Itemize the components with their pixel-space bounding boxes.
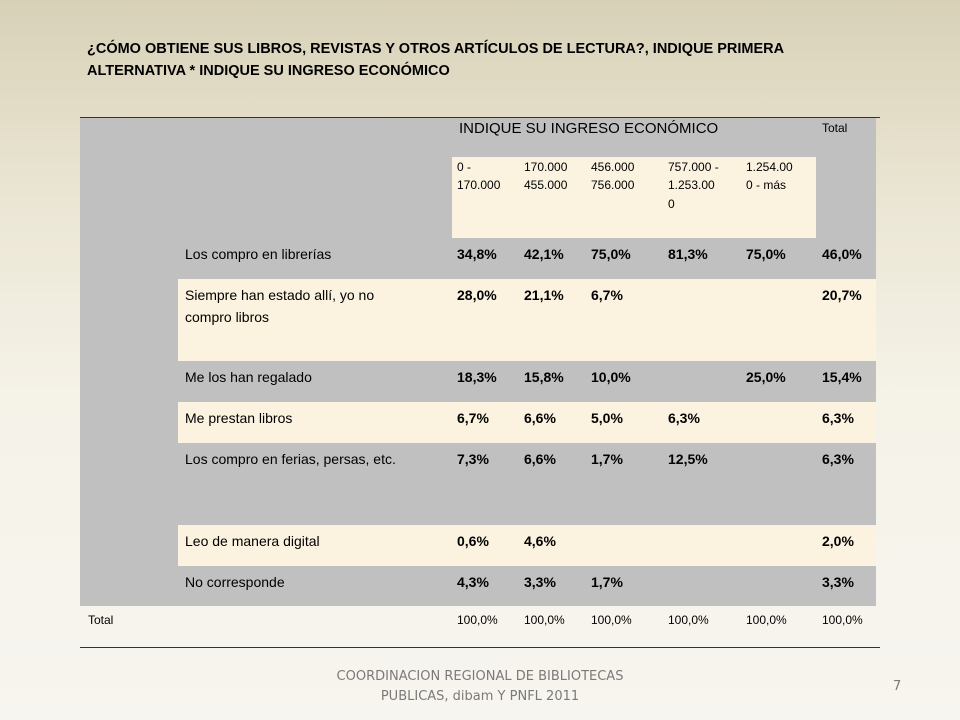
footer-line-2: PUBLICAS, dibam Y PNFL 2011: [380, 689, 580, 704]
table-cell: 21,1%: [524, 287, 564, 303]
income-column-header: 455.000: [524, 178, 568, 192]
total-row-cell: 100,0%: [457, 613, 498, 627]
table-cell: 28,0%: [457, 287, 497, 303]
row-label: Leo de manera digital: [185, 533, 320, 549]
table-cell: 75,0%: [591, 246, 631, 262]
income-column-header: 0 - más: [746, 178, 787, 192]
table-cell: 81,3%: [668, 246, 708, 262]
table-top-rule: [80, 117, 880, 118]
row-total-cell: 15,4%: [822, 369, 862, 385]
income-column-header: 170.000: [524, 160, 568, 174]
table-cell: 0,6%: [457, 533, 489, 549]
row-total-cell: 46,0%: [822, 246, 862, 262]
income-column-header: 170.000: [457, 178, 501, 192]
row-label: Siempre han estado allí, yo no: [185, 287, 375, 303]
income-column-header: 1.253.00: [668, 178, 715, 192]
slide-title-line-1: ¿CÓMO OBTIENE SUS LIBROS, REVISTAS Y OTR…: [87, 41, 785, 57]
table-bottom-rule: [80, 647, 880, 648]
table-row: [178, 525, 876, 566]
total-row-cell: 100,0%: [668, 613, 709, 627]
income-group-header: INDIQUE SU INGRESO ECONÓMICO: [459, 120, 719, 137]
table-row: [178, 566, 876, 606]
table-row: [178, 443, 876, 525]
table-cell: 3,3%: [524, 574, 556, 590]
row-label: No corresponde: [185, 574, 285, 590]
table-cell: 4,6%: [524, 533, 556, 549]
table-cell: 42,1%: [524, 246, 564, 262]
income-column-header: 756.000: [591, 178, 635, 192]
table-cell: 15,8%: [524, 369, 564, 385]
row-total-cell: 20,7%: [822, 287, 862, 303]
table-row: [178, 402, 876, 443]
income-column-header: 0 -: [457, 160, 472, 174]
table-cell: 7,3%: [457, 451, 489, 467]
slide-title: ¿CÓMO OBTIENE SUS LIBROS, REVISTAS Y OTR…: [87, 38, 887, 82]
table-row: [178, 361, 876, 402]
total-row-cell: 100,0%: [591, 613, 632, 627]
row-total-cell: 6,3%: [822, 451, 854, 467]
row-stub-column: [80, 238, 178, 606]
row-total-cell: 2,0%: [822, 533, 854, 549]
table-cell: 6,3%: [668, 410, 700, 426]
row-total-cell: 6,3%: [822, 410, 854, 426]
table-cell: 12,5%: [668, 451, 708, 467]
table-cell: 18,3%: [457, 369, 497, 385]
income-column-header: 1.254.00: [746, 160, 793, 174]
row-label-continued: compro libros: [185, 309, 270, 325]
row-label: Los compro en librerías: [185, 246, 332, 262]
table-cell: 1,7%: [591, 574, 623, 590]
footer: COORDINACION REGIONAL DE BIBLIOTECAS PUB…: [300, 667, 660, 707]
total-row-cell: 100,0%: [746, 613, 787, 627]
footer-line-1: COORDINACION REGIONAL DE BIBLIOTECAS: [336, 669, 624, 684]
row-total-cell: 3,3%: [822, 574, 854, 590]
row-label: Los compro en ferias, persas, etc.: [185, 451, 396, 467]
table-cell: 6,7%: [591, 287, 623, 303]
table-cell: 6,6%: [524, 410, 556, 426]
total-row-label: Total: [88, 613, 114, 627]
income-column-header: 456.000: [591, 160, 635, 174]
table-cell: 75,0%: [746, 246, 786, 262]
table-cell: 4,3%: [457, 574, 489, 590]
income-columns-header-bg: [452, 157, 816, 238]
table-cell: 25,0%: [746, 369, 786, 385]
total-row-cell: 100,0%: [524, 613, 565, 627]
table-cell: 6,6%: [524, 451, 556, 467]
grand-total-cell: 100,0%: [822, 613, 863, 627]
table-cell: 6,7%: [457, 410, 489, 426]
table-cell: 5,0%: [591, 410, 623, 426]
table-cell: 10,0%: [591, 369, 631, 385]
slide-title-line-2: ALTERNATIVA * INDIQUE SU INGRESO ECONÓMI…: [87, 63, 450, 79]
row-label: Me prestan libros: [185, 410, 293, 426]
total-column-header: Total: [822, 121, 848, 135]
row-label: Me los han regalado: [185, 369, 312, 385]
income-column-header: 0: [668, 197, 675, 211]
table-row: [178, 279, 876, 361]
income-column-header: 757.000 -: [668, 160, 719, 174]
page-number: 7: [893, 679, 902, 694]
table-cell: 1,7%: [591, 451, 623, 467]
table-row: [178, 238, 876, 279]
table-cell: 34,8%: [457, 246, 497, 262]
